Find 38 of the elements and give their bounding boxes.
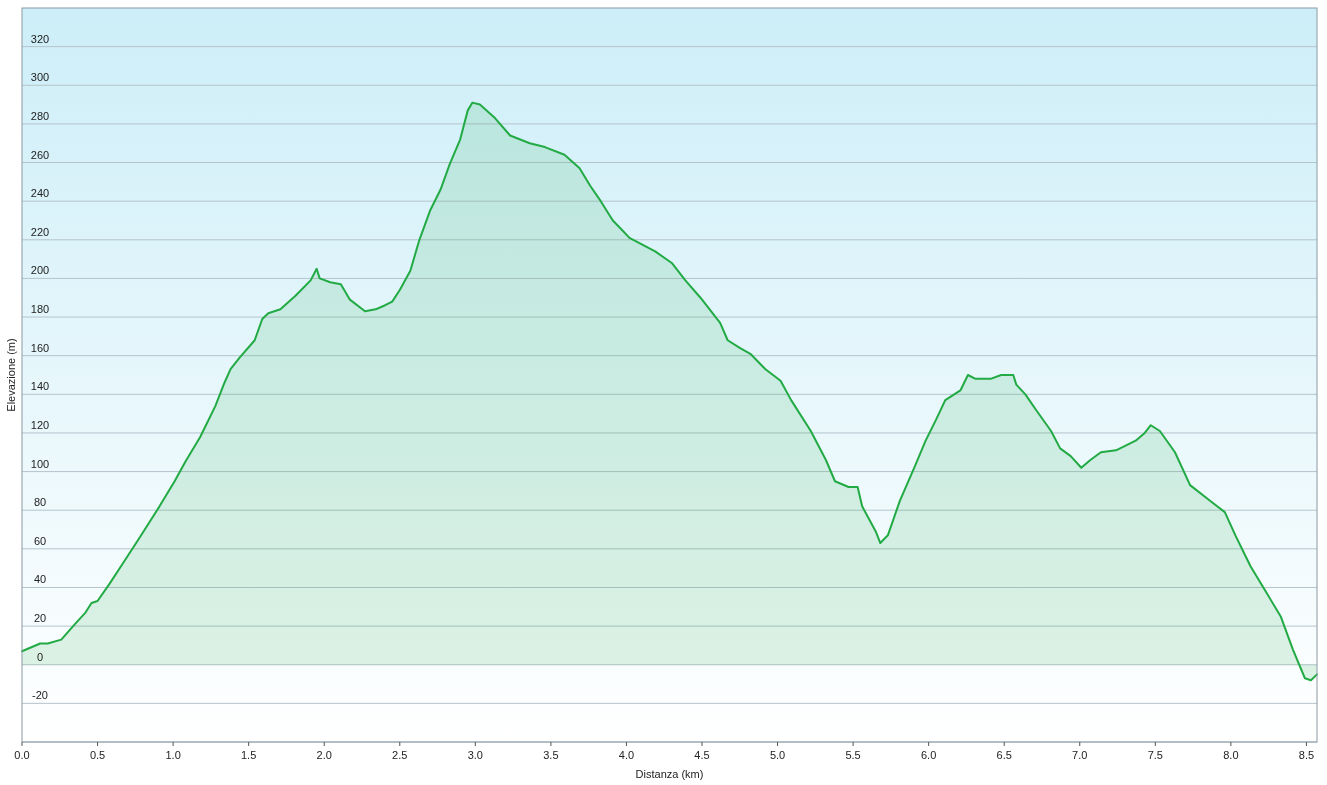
x-tick-label: 3.0 — [467, 749, 483, 761]
y-tick-label: 280 — [30, 109, 50, 122]
x-tick-label: 2.0 — [316, 749, 332, 761]
y-tick-label: 80 — [33, 496, 47, 509]
x-tick-label: 6.5 — [996, 749, 1012, 761]
y-tick-label: 300 — [30, 71, 50, 84]
y-tick-label: 100 — [30, 457, 50, 470]
y-tick-label: 140 — [30, 380, 50, 393]
y-tick-label: -20 — [32, 689, 48, 702]
x-tick-label: 4.0 — [618, 749, 635, 761]
y-tick-label: 240 — [30, 187, 50, 200]
y-tick-label: 200 — [30, 264, 50, 277]
x-tick-label: 7.0 — [1072, 749, 1088, 761]
x-tick-label: 5.0 — [769, 749, 786, 761]
x-tick-label: 5.5 — [845, 749, 861, 761]
y-tick-label: 260 — [30, 148, 50, 161]
y-tick-label: 60 — [33, 534, 47, 547]
y-tick-label: 0 — [36, 650, 44, 663]
x-axis-title: Distanza (km) — [635, 768, 704, 780]
x-tick-label: 6.0 — [921, 749, 937, 761]
y-tick-label: 20 — [33, 612, 47, 625]
y-tick-label: 180 — [30, 303, 50, 316]
x-tick-label: 8.5 — [1298, 749, 1315, 761]
y-tick-label: 320 — [30, 32, 50, 45]
x-tick-label: 1.5 — [241, 749, 257, 761]
x-tick-label: 8.0 — [1223, 749, 1239, 761]
x-tick-label: 7.5 — [1147, 749, 1163, 761]
y-tick-label: 220 — [30, 225, 50, 238]
x-tick-label: 0.0 — [14, 749, 30, 761]
y-tick-label: 160 — [30, 341, 50, 354]
x-tick-label: 2.5 — [392, 749, 408, 761]
y-tick-label: 40 — [33, 573, 47, 586]
y-axis-title: Elevazione (m) — [5, 338, 17, 412]
x-tick-label: 4.5 — [694, 749, 710, 761]
x-tick-label: 1.0 — [165, 749, 181, 761]
y-tick-label: 120 — [30, 418, 50, 431]
x-tick-label: 3.5 — [543, 749, 559, 761]
x-tick-label: 0.5 — [89, 749, 106, 761]
